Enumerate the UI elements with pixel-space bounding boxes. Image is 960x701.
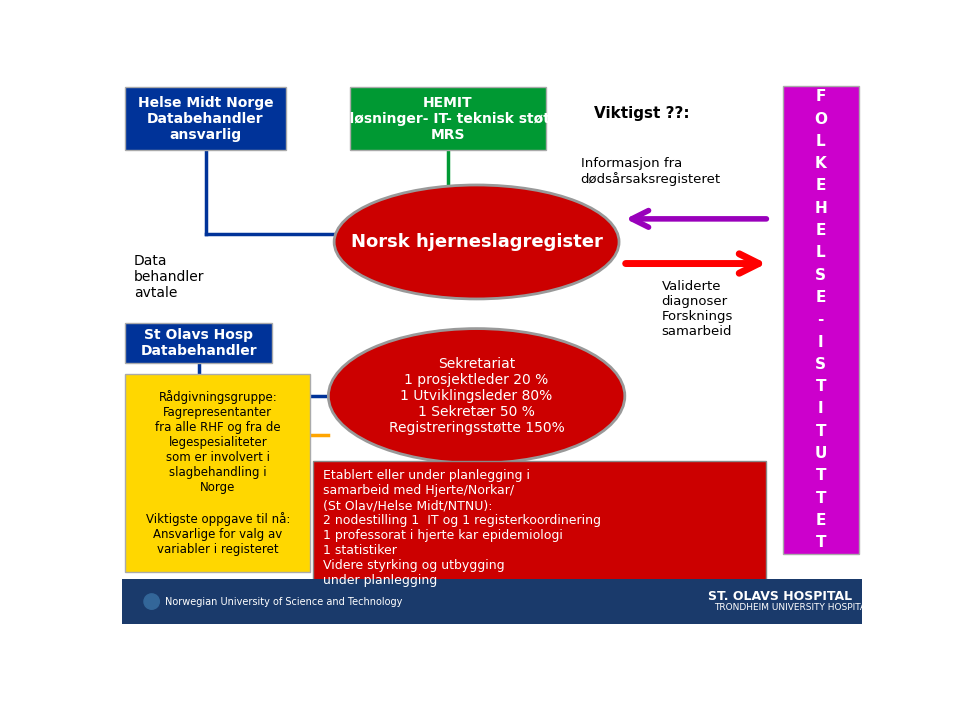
FancyBboxPatch shape [349, 87, 546, 150]
Text: I: I [818, 334, 824, 350]
Text: Sekretariat
1 prosjektleder 20 %
1 Utviklingsleder 80%
1 Sekretær 50 %
Registrer: Sekretariat 1 prosjektleder 20 % 1 Utvik… [389, 357, 564, 435]
Ellipse shape [334, 185, 619, 299]
FancyBboxPatch shape [783, 86, 858, 554]
Text: E: E [816, 290, 826, 305]
Text: Helse Midt Norge
Databehandler
ansvarlig: Helse Midt Norge Databehandler ansvarlig [137, 95, 274, 142]
Text: Rådgivningsgruppe:
Fagrepresentanter
fra alle RHF og fra de
legespesialiteter
so: Rådgivningsgruppe: Fagrepresentanter fra… [146, 390, 290, 555]
Text: St Olavs Hosp
Databehandler: St Olavs Hosp Databehandler [140, 328, 257, 358]
Text: S: S [815, 357, 827, 372]
Text: TRONDHEIM UNIVERSITY HOSPITAL: TRONDHEIM UNIVERSITY HOSPITAL [713, 604, 871, 612]
Text: Etablert eller under planlegging i
samarbeid med Hjerte/Norkar/
(St Olav/Helse M: Etablert eller under planlegging i samar… [323, 469, 601, 587]
Text: I: I [818, 402, 824, 416]
Text: O: O [814, 111, 828, 127]
Text: Norsk hjerneslagregister: Norsk hjerneslagregister [350, 233, 603, 251]
Ellipse shape [328, 329, 625, 463]
Text: K: K [815, 156, 827, 171]
Text: T: T [816, 379, 826, 394]
Text: E: E [816, 223, 826, 238]
Text: Validerte
diagnoser
Forsknings
samarbeid: Validerte diagnoser Forsknings samarbeid [661, 280, 732, 339]
Text: T: T [816, 468, 826, 483]
Text: Norwegian University of Science and Technology: Norwegian University of Science and Tech… [165, 597, 402, 606]
Text: E: E [816, 179, 826, 193]
FancyBboxPatch shape [123, 579, 861, 624]
FancyBboxPatch shape [126, 87, 286, 150]
Text: T: T [816, 491, 826, 505]
Text: -: - [818, 312, 824, 327]
Text: ST. OLAVS HOSPITAL: ST. OLAVS HOSPITAL [708, 590, 852, 603]
Text: S: S [815, 268, 827, 283]
Text: F: F [816, 89, 826, 104]
FancyBboxPatch shape [126, 374, 310, 572]
Text: T: T [816, 535, 826, 550]
Text: HEMIT
IT løsninger- IT- teknisk støtte
MRS: HEMIT IT løsninger- IT- teknisk støtte M… [329, 95, 565, 142]
Text: Data
behandler
avtale: Data behandler avtale [134, 254, 204, 300]
Text: H: H [814, 200, 828, 216]
Text: U: U [815, 446, 827, 461]
FancyBboxPatch shape [313, 461, 766, 592]
Text: T: T [816, 423, 826, 439]
Text: L: L [816, 134, 826, 149]
Text: L: L [816, 245, 826, 260]
Text: Informasjon fra
dødsårsaksregisteret: Informasjon fra dødsårsaksregisteret [581, 157, 721, 186]
FancyBboxPatch shape [126, 323, 272, 363]
Text: Viktigst ??:: Viktigst ??: [594, 106, 690, 121]
Circle shape [144, 594, 159, 609]
Text: E: E [816, 513, 826, 528]
